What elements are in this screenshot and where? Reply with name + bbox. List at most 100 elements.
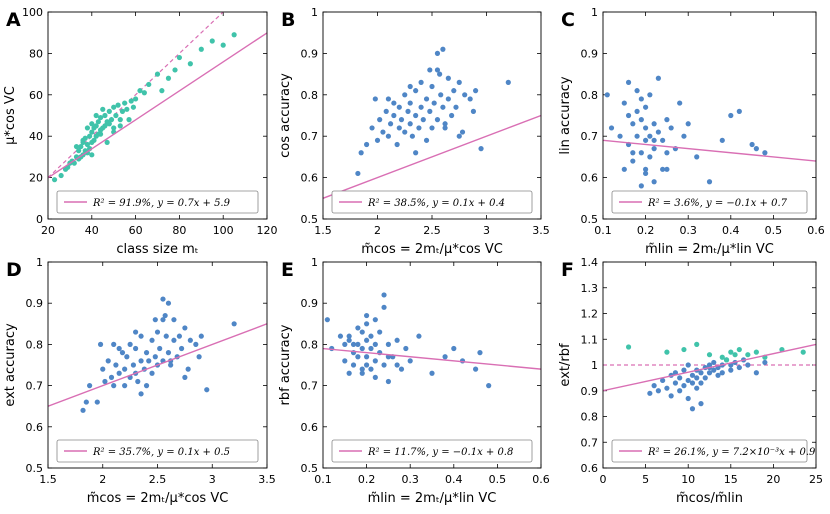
data-point xyxy=(478,146,483,151)
data-point xyxy=(122,383,127,388)
data-point xyxy=(95,399,100,404)
x-tick-label: 3.5 xyxy=(258,473,276,486)
y-tick-label: 1.3 xyxy=(581,282,599,295)
data-point xyxy=(126,117,131,122)
y-tick-label: 1 xyxy=(591,359,598,372)
data-point xyxy=(373,317,378,322)
data-point xyxy=(440,47,445,52)
data-point xyxy=(754,350,759,355)
data-point xyxy=(131,105,136,110)
data-point xyxy=(166,350,171,355)
x-axis-label: m̃lin = 2mₜ/μ*lin VC xyxy=(368,491,497,506)
data-point xyxy=(386,134,391,139)
data-point xyxy=(664,150,669,155)
data-point xyxy=(368,367,373,372)
data-point xyxy=(673,380,678,385)
y-tick-label: 0.8 xyxy=(26,338,44,351)
data-point xyxy=(342,342,347,347)
data-point xyxy=(359,150,364,155)
panel-D: 1.5 2 2.5 3 3.50.50.60.70.80.91R² = 35.7%, y… xyxy=(3,256,276,506)
y-tick-label: 0.5 xyxy=(581,213,599,226)
data-point xyxy=(188,61,193,66)
y-tick-label: 1 xyxy=(591,6,598,19)
data-point xyxy=(338,334,343,339)
y-tick-label: 0.5 xyxy=(301,462,319,475)
data-point xyxy=(715,373,720,378)
data-point xyxy=(622,100,627,105)
axes-frame xyxy=(48,12,267,219)
axes-frame xyxy=(323,12,541,219)
y-tick-label: 0.7 xyxy=(301,380,319,393)
data-point xyxy=(197,354,202,359)
data-point xyxy=(98,342,103,347)
data-point xyxy=(681,347,686,352)
data-point xyxy=(133,329,138,334)
data-point xyxy=(462,92,467,97)
y-tick-label: 1.2 xyxy=(581,308,599,321)
data-point xyxy=(801,350,806,355)
data-point xyxy=(381,292,386,297)
data-point xyxy=(399,367,404,372)
data-point xyxy=(477,350,482,355)
fit-line xyxy=(603,344,816,390)
panel-letter: C xyxy=(561,9,575,31)
data-point xyxy=(424,96,429,101)
data-point xyxy=(408,100,413,105)
panel-letter: A xyxy=(6,9,21,31)
y-tick-label: 0.9 xyxy=(26,297,44,310)
x-tick-label: 3.5 xyxy=(532,224,550,237)
data-point xyxy=(460,129,465,134)
data-point xyxy=(74,144,79,149)
y-tick-label: 0.8 xyxy=(581,411,599,424)
x-tick-label: 0.3 xyxy=(401,473,419,486)
data-point xyxy=(745,352,750,357)
data-point xyxy=(449,113,454,118)
y-tick-label: 0.7 xyxy=(26,380,44,393)
data-point xyxy=(177,55,182,60)
data-point xyxy=(360,367,365,372)
x-axis-label: m̃cos/m̃lin xyxy=(676,491,743,506)
data-point xyxy=(647,134,652,139)
data-point xyxy=(186,367,191,372)
data-point xyxy=(694,375,699,380)
data-point xyxy=(232,32,237,37)
x-axis-label: class size mₜ xyxy=(116,242,198,257)
panel-B: 1.5 2 2.5 3 3.50.50.60.70.80.91R² = 38.5%, y… xyxy=(278,6,550,257)
data-point xyxy=(427,109,432,114)
x-tick-label: 2.5 xyxy=(149,473,167,486)
data-point xyxy=(131,362,136,367)
data-point xyxy=(403,346,408,351)
data-point xyxy=(711,360,716,365)
data-point xyxy=(677,375,682,380)
data-point xyxy=(669,125,674,130)
data-point xyxy=(402,92,407,97)
data-point xyxy=(639,96,644,101)
data-point xyxy=(647,154,652,159)
data-point xyxy=(681,368,686,373)
data-point xyxy=(128,342,133,347)
y-tick-label: 0.9 xyxy=(301,47,319,60)
x-tick-label: 120 xyxy=(257,224,278,237)
data-point xyxy=(179,346,184,351)
data-point xyxy=(707,179,712,184)
data-point xyxy=(138,334,143,339)
data-point xyxy=(146,82,151,87)
data-point xyxy=(652,383,657,388)
data-point xyxy=(634,134,639,139)
data-point xyxy=(221,43,226,48)
panel-C: 0.1 0.2 0.3 0.4 0.5 0.60.50.60.70.80.91R² = 3… xyxy=(558,6,825,257)
data-point xyxy=(626,344,631,349)
y-tick-label: 0.9 xyxy=(581,385,599,398)
y-tick-label: 0.5 xyxy=(301,213,319,226)
data-point xyxy=(435,117,440,122)
data-point xyxy=(698,370,703,375)
y-tick-label: 0.8 xyxy=(301,89,319,102)
data-point xyxy=(720,138,725,143)
data-point xyxy=(754,370,759,375)
y-tick-label: 80 xyxy=(29,47,43,60)
data-point xyxy=(155,329,160,334)
data-point xyxy=(421,117,426,122)
data-point xyxy=(80,408,85,413)
data-point xyxy=(118,123,123,128)
data-point xyxy=(106,358,111,363)
